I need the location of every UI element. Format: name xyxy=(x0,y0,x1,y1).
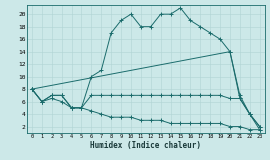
X-axis label: Humidex (Indice chaleur): Humidex (Indice chaleur) xyxy=(90,141,201,150)
